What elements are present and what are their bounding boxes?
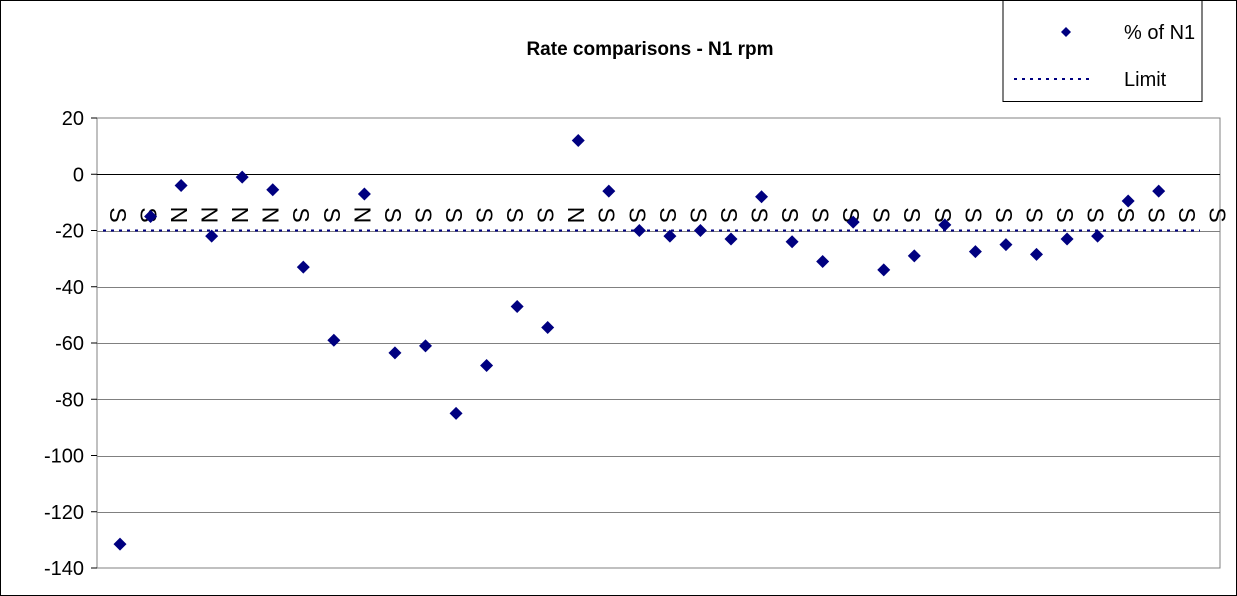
data-point <box>938 218 952 232</box>
data-point <box>419 339 432 353</box>
data-point <box>510 299 524 313</box>
data-point <box>999 238 1013 252</box>
category-label: S <box>746 207 772 222</box>
y-tick-label: -60 <box>55 333 84 355</box>
category-label: S <box>1083 207 1109 222</box>
legend-label-limit: Limit <box>1124 69 1167 91</box>
data-point <box>663 229 677 243</box>
y-tick-label: -80 <box>55 389 84 411</box>
category-label: S <box>838 207 864 222</box>
category-label: S <box>1113 207 1139 222</box>
category-label: S <box>716 207 742 222</box>
category-label: S <box>869 207 895 222</box>
category-label: S <box>777 207 803 222</box>
category-label: S <box>655 207 681 222</box>
category-label: N <box>563 207 589 224</box>
category-label: S <box>1205 207 1231 222</box>
data-point <box>816 254 830 268</box>
y-tick-label: -20 <box>55 221 84 243</box>
data-point <box>968 245 982 259</box>
data-point <box>541 321 555 335</box>
data-point <box>785 235 799 249</box>
gridlines <box>97 231 1220 513</box>
legend: % of N1 Limit <box>1002 0 1203 102</box>
category-label: S <box>472 207 498 222</box>
data-point <box>755 190 769 204</box>
y-tick-label: -40 <box>55 277 84 299</box>
category-label: S <box>533 207 559 222</box>
chart-title: Rate comparisons - N1 rpm <box>526 39 773 60</box>
category-label: S <box>808 207 834 222</box>
category-label: N <box>166 207 192 224</box>
category-label: S <box>960 207 986 222</box>
data-point <box>388 346 402 360</box>
category-labels: SSNNNNSSNSSSSSSNSSSSSSSSSSSSSSSSSSSSS <box>105 207 1231 224</box>
legend-diamond-marker <box>1061 27 1071 37</box>
data-point <box>571 134 585 147</box>
category-label: S <box>319 207 345 222</box>
data-point <box>846 215 860 229</box>
data-point <box>907 249 921 263</box>
category-label: N <box>349 207 375 224</box>
data-point <box>602 184 616 198</box>
y-tick-label: -140 <box>44 558 84 580</box>
category-label: S <box>288 207 314 222</box>
category-label: S <box>899 207 925 222</box>
category-label: S <box>991 207 1017 222</box>
data-point <box>327 333 341 347</box>
category-label: S <box>1021 207 1047 222</box>
category-label: S <box>380 207 406 222</box>
y-tick-label: -100 <box>44 446 84 468</box>
data-point <box>357 187 371 201</box>
data-point <box>113 537 127 551</box>
category-label: N <box>258 207 284 224</box>
data-point <box>877 263 891 277</box>
category-label: S <box>441 207 467 222</box>
data-point <box>174 179 188 192</box>
category-label: S <box>930 207 956 222</box>
data-point <box>724 232 738 246</box>
data-point <box>266 183 280 197</box>
category-label: S <box>624 207 650 222</box>
category-label: S <box>594 207 620 222</box>
category-label: S <box>410 207 436 222</box>
data-point <box>205 229 219 243</box>
category-label: N <box>227 207 253 224</box>
category-label: S <box>502 207 528 222</box>
category-label: S <box>1174 207 1200 222</box>
data-points <box>113 134 1166 551</box>
y-tick-label: 20 <box>62 108 84 130</box>
data-point <box>1030 247 1043 261</box>
category-label: S <box>105 207 131 222</box>
category-label: S <box>1144 207 1170 222</box>
category-label: S <box>685 207 711 222</box>
legend-box <box>1002 0 1203 102</box>
y-tick-label: -120 <box>44 502 84 524</box>
data-point <box>144 209 158 223</box>
data-point <box>632 224 646 237</box>
data-point <box>1060 232 1074 246</box>
data-point <box>1152 184 1166 198</box>
data-point <box>1121 194 1135 208</box>
data-point <box>480 359 494 372</box>
category-label: N <box>197 207 223 224</box>
data-point <box>449 406 463 420</box>
data-point <box>693 224 707 237</box>
y-tick-label: 0 <box>73 164 84 186</box>
data-point <box>235 170 249 184</box>
legend-label-series: % of N1 <box>1124 22 1195 44</box>
category-label: S <box>1052 207 1078 222</box>
y-axis-ticks: 20 0 -20 -40 -60 -80 -100 -120 -140 <box>44 108 97 580</box>
data-point <box>1091 229 1105 243</box>
data-point <box>296 260 310 274</box>
